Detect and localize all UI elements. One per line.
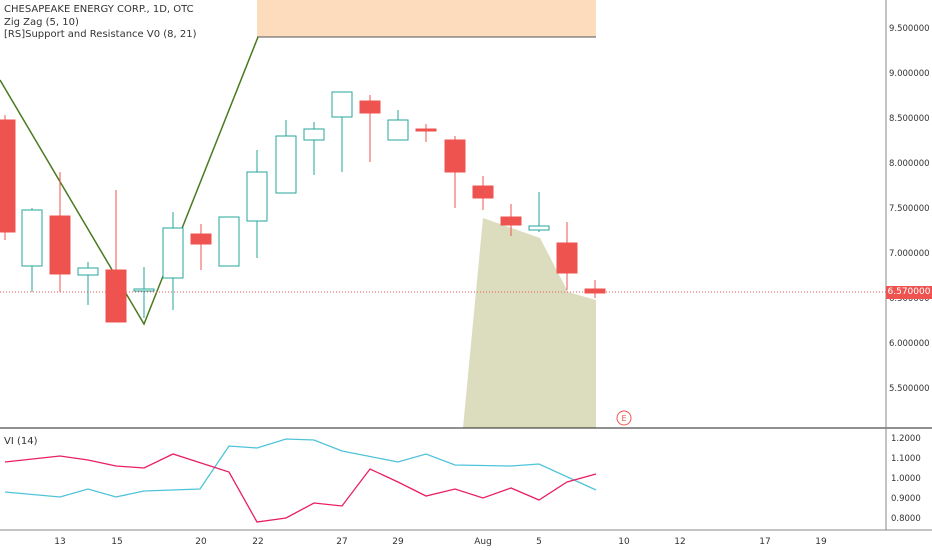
candle-body xyxy=(21,209,43,267)
candle-body xyxy=(556,242,578,274)
sr-legend[interactable]: [RS]Support and Resistance V0 (8, 21) xyxy=(4,29,197,40)
vi-minus-line xyxy=(4,453,597,523)
time-axis[interactable]: 13 15 20 22 27 29 Aug 5 10 12 17 19 xyxy=(54,537,827,547)
candle-body xyxy=(105,269,127,323)
candle-body xyxy=(246,171,268,222)
current-price-label: 6.570000 xyxy=(886,286,932,299)
candle-body xyxy=(415,128,437,132)
vi-legend[interactable]: VI (14) xyxy=(4,436,38,447)
earnings-marker[interactable] xyxy=(616,410,632,426)
time-label: 12 xyxy=(674,537,685,547)
candle-body xyxy=(584,288,606,294)
support-zone xyxy=(463,218,596,428)
candle-body xyxy=(359,100,381,114)
candle-body xyxy=(303,128,325,141)
vi-plus-line xyxy=(4,438,597,498)
candle-body xyxy=(77,267,99,276)
candle-body xyxy=(162,227,184,279)
vi-axis[interactable]: 1.2000 1.1000 1.0000 0.9000 0.8000 xyxy=(891,434,921,524)
candles xyxy=(0,91,606,323)
time-label: 10 xyxy=(618,537,630,547)
symbol-legend[interactable]: CHESAPEAKE ENERGY CORP., 1D, OTC xyxy=(4,4,194,15)
vi-tick: 1.2000 xyxy=(891,434,921,444)
vi-tick: 0.8000 xyxy=(891,514,921,524)
time-label: Aug xyxy=(474,537,492,547)
candle-body xyxy=(500,216,522,226)
time-label: 20 xyxy=(195,537,207,547)
time-label: 29 xyxy=(392,537,404,547)
zigzag-line xyxy=(0,36,259,326)
vi-tick: 1.1000 xyxy=(891,454,921,464)
price-tick: 8.500000 xyxy=(889,114,930,124)
earnings-marker-label: E xyxy=(621,414,626,423)
candle-body xyxy=(331,91,353,118)
zigzag-legend[interactable]: Zig Zag (5, 10) xyxy=(4,17,79,28)
price-tick: 7.000000 xyxy=(889,249,930,259)
time-label: 19 xyxy=(815,537,827,547)
candle-body xyxy=(0,119,16,233)
price-tick: 9.500000 xyxy=(889,24,930,34)
candle-body xyxy=(528,225,550,231)
price-tick: 5.500000 xyxy=(889,384,930,394)
price-tick: 6.500000 xyxy=(889,294,930,304)
candle-body xyxy=(275,135,297,194)
candle-body xyxy=(472,185,494,199)
vi-tick: 1.0000 xyxy=(891,474,921,484)
vi-tick: 0.9000 xyxy=(891,494,921,504)
time-label: 13 xyxy=(54,537,65,547)
candle-body xyxy=(133,288,155,292)
candle-body xyxy=(190,233,212,245)
candle-body xyxy=(387,119,409,141)
time-label: 17 xyxy=(759,537,770,547)
price-tick: 9.000000 xyxy=(889,69,930,79)
price-tick: 7.500000 xyxy=(889,204,930,214)
time-label: 5 xyxy=(536,537,542,547)
time-label: 22 xyxy=(252,537,263,547)
price-tick: 6.000000 xyxy=(889,339,930,349)
price-tick: 8.000000 xyxy=(889,159,930,169)
candle-body xyxy=(49,215,71,275)
time-label: 27 xyxy=(336,537,347,547)
resistance-zone xyxy=(257,0,596,37)
time-label: 15 xyxy=(111,537,122,547)
price-axis[interactable]: 9.500000 9.000000 8.500000 8.000000 7.50… xyxy=(889,24,930,394)
candle-body xyxy=(218,216,240,267)
candle-body xyxy=(444,139,466,173)
